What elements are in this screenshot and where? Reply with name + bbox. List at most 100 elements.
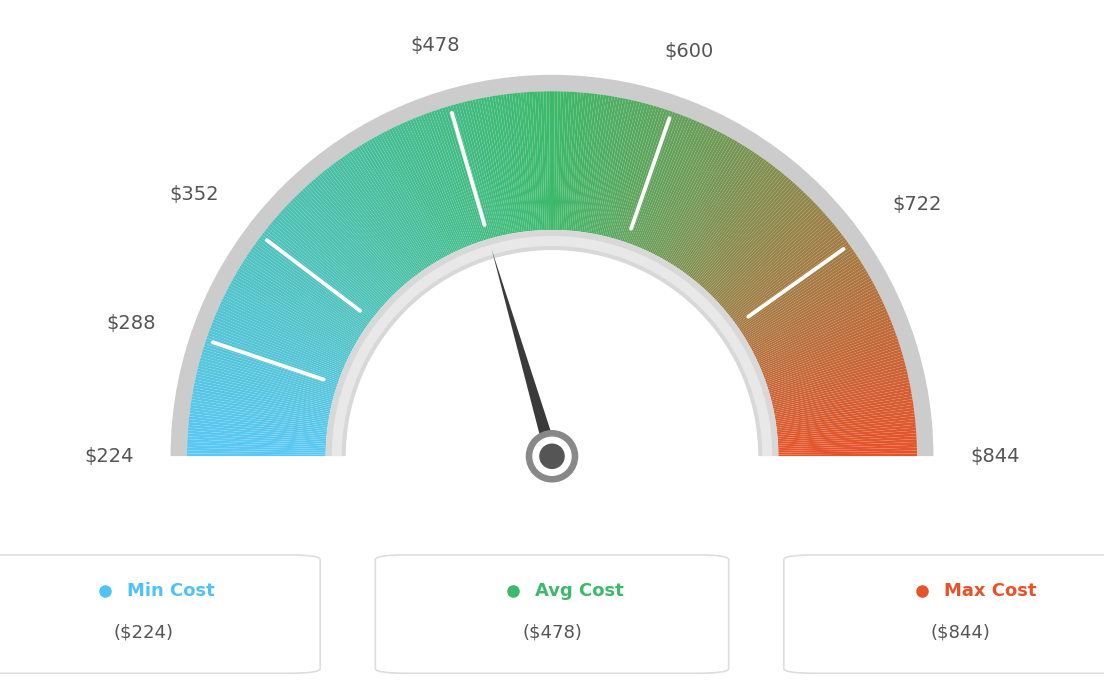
Wedge shape [777, 428, 916, 440]
Wedge shape [778, 439, 916, 447]
Wedge shape [776, 405, 914, 426]
Wedge shape [731, 233, 842, 319]
Wedge shape [698, 177, 789, 284]
Wedge shape [428, 112, 477, 244]
Wedge shape [735, 241, 849, 325]
Wedge shape [665, 139, 735, 261]
Wedge shape [758, 308, 887, 366]
Wedge shape [280, 210, 384, 305]
Wedge shape [323, 170, 412, 279]
Wedge shape [191, 400, 329, 423]
Wedge shape [737, 246, 852, 328]
Wedge shape [566, 92, 577, 230]
Wedge shape [500, 95, 522, 233]
Wedge shape [469, 100, 502, 236]
Wedge shape [578, 94, 597, 232]
Wedge shape [594, 98, 624, 235]
Wedge shape [201, 355, 335, 395]
Text: $224: $224 [85, 447, 134, 466]
Wedge shape [602, 100, 635, 236]
Wedge shape [373, 137, 443, 259]
Wedge shape [478, 98, 508, 235]
Wedge shape [284, 206, 388, 303]
Wedge shape [576, 93, 595, 232]
Wedge shape [326, 230, 778, 456]
Wedge shape [187, 445, 326, 451]
Wedge shape [447, 106, 489, 239]
Wedge shape [630, 114, 681, 244]
Text: ($844): ($844) [931, 623, 990, 641]
Wedge shape [230, 283, 353, 351]
Wedge shape [312, 179, 405, 286]
Wedge shape [714, 202, 816, 300]
Wedge shape [648, 126, 710, 253]
Wedge shape [423, 114, 474, 244]
Wedge shape [210, 327, 340, 378]
Wedge shape [197, 371, 332, 405]
Wedge shape [190, 411, 328, 430]
Wedge shape [371, 138, 442, 259]
Wedge shape [670, 145, 745, 264]
Wedge shape [300, 190, 397, 293]
Wedge shape [473, 99, 505, 235]
Wedge shape [450, 105, 490, 239]
Wedge shape [778, 453, 917, 456]
Wedge shape [778, 445, 917, 451]
Wedge shape [552, 91, 555, 230]
Wedge shape [763, 322, 892, 375]
Wedge shape [351, 150, 429, 267]
Wedge shape [775, 393, 912, 419]
Wedge shape [276, 215, 382, 308]
Wedge shape [567, 92, 581, 230]
Wedge shape [197, 368, 332, 404]
Wedge shape [349, 151, 427, 268]
Wedge shape [741, 256, 859, 333]
Wedge shape [624, 110, 670, 242]
Wedge shape [603, 101, 637, 236]
Wedge shape [296, 194, 394, 295]
Wedge shape [255, 241, 369, 325]
Wedge shape [336, 161, 420, 274]
Wedge shape [669, 144, 743, 264]
Wedge shape [778, 436, 916, 446]
Wedge shape [294, 196, 393, 296]
Wedge shape [187, 453, 326, 456]
Wedge shape [554, 91, 558, 230]
Wedge shape [655, 131, 720, 255]
Wedge shape [650, 127, 712, 253]
Wedge shape [529, 92, 540, 230]
Wedge shape [697, 175, 787, 283]
Wedge shape [315, 177, 406, 284]
Wedge shape [170, 75, 934, 456]
Wedge shape [627, 112, 676, 244]
Wedge shape [559, 92, 566, 230]
Wedge shape [645, 124, 704, 250]
Wedge shape [733, 237, 846, 322]
Wedge shape [754, 290, 879, 355]
Wedge shape [766, 341, 899, 386]
Wedge shape [199, 360, 333, 398]
Wedge shape [456, 104, 493, 238]
Wedge shape [247, 253, 364, 332]
Wedge shape [267, 226, 376, 315]
Wedge shape [769, 357, 904, 397]
Wedge shape [278, 213, 383, 306]
Wedge shape [394, 126, 456, 253]
Wedge shape [407, 120, 464, 248]
Wedge shape [752, 286, 875, 352]
Wedge shape [514, 93, 531, 231]
Wedge shape [755, 296, 881, 358]
Wedge shape [740, 251, 856, 331]
Wedge shape [777, 419, 915, 435]
Wedge shape [703, 184, 798, 289]
Wedge shape [340, 157, 422, 272]
Wedge shape [598, 99, 629, 235]
Wedge shape [658, 134, 725, 257]
Wedge shape [628, 113, 678, 244]
Wedge shape [404, 121, 463, 249]
Wedge shape [237, 268, 358, 341]
Wedge shape [746, 270, 868, 343]
Wedge shape [757, 304, 884, 363]
Wedge shape [777, 425, 916, 439]
Wedge shape [637, 118, 692, 247]
